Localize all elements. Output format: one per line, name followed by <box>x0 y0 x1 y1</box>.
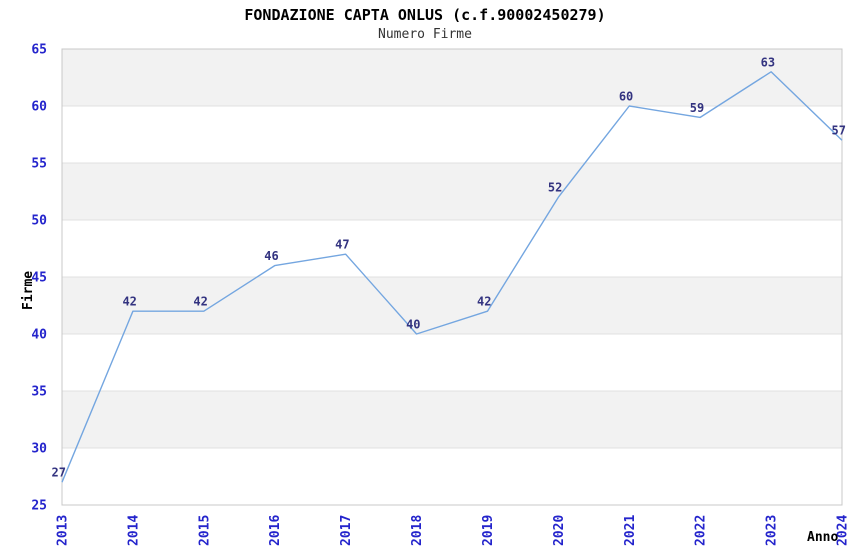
grid-band <box>62 391 842 448</box>
point-label: 63 <box>761 55 775 69</box>
y-tick-label: 60 <box>31 100 47 115</box>
x-tick-label: 2020 <box>552 515 567 546</box>
point-label: 42 <box>193 295 207 309</box>
x-tick-label: 2024 <box>836 515 850 546</box>
x-tick-label: 2013 <box>56 515 71 546</box>
y-tick-label: 50 <box>31 214 47 229</box>
x-tick-label: 2022 <box>694 515 709 546</box>
point-label: 46 <box>264 249 278 263</box>
chart-title: FONDAZIONE CAPTA ONLUS (c.f.90002450279) <box>244 6 606 24</box>
x-tick-label: 2021 <box>623 515 638 546</box>
point-label: 42 <box>122 295 136 309</box>
x-tick-label: 2015 <box>197 515 212 546</box>
point-label: 47 <box>335 238 349 252</box>
point-label: 42 <box>477 295 491 309</box>
x-tick-label: 2023 <box>765 515 780 546</box>
grid-band <box>62 277 842 334</box>
point-label: 40 <box>406 318 420 332</box>
point-label: 52 <box>548 181 562 195</box>
x-axis-title: Anno <box>807 530 839 545</box>
y-tick-label: 45 <box>31 271 47 286</box>
point-label: 57 <box>832 124 846 138</box>
grid-band <box>62 163 842 220</box>
x-tick-label: 2016 <box>268 515 283 546</box>
chart-subtitle: Numero Firme <box>378 27 472 42</box>
y-tick-label: 40 <box>31 328 47 343</box>
point-label: 27 <box>52 466 66 480</box>
y-tick-label: 30 <box>31 442 47 457</box>
x-tick-label: 2014 <box>126 515 141 546</box>
y-tick-label: 55 <box>31 157 47 172</box>
plot-border <box>61 48 843 506</box>
x-tick-label: 2019 <box>481 515 496 546</box>
grid-band <box>62 49 842 106</box>
series-line <box>61 71 843 483</box>
x-tick-label: 2018 <box>410 515 425 546</box>
point-label: 60 <box>619 90 633 104</box>
y-tick-label: 65 <box>31 43 47 58</box>
x-tick-label: 2017 <box>339 515 354 546</box>
y-axis-title: Firme <box>21 270 36 310</box>
point-label: 59 <box>690 101 704 115</box>
y-tick-label: 35 <box>31 385 47 400</box>
y-tick-label: 25 <box>31 499 47 514</box>
